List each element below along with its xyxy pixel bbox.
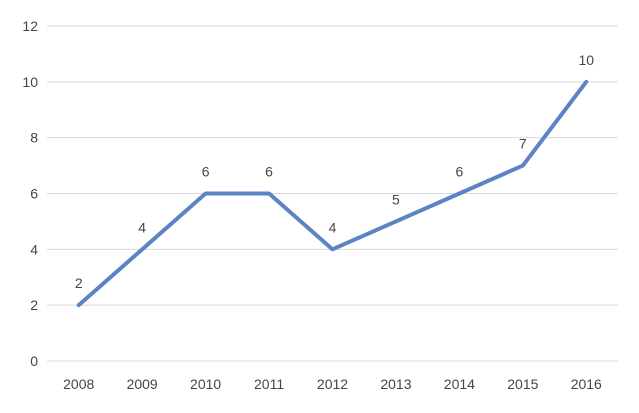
data-point-label: 5 [392,191,400,207]
x-axis-tick-label: 2012 [317,376,348,392]
y-axis-tick-label: 12 [22,18,38,34]
y-axis-tick-label: 0 [30,353,38,369]
x-axis-tick-label: 2014 [444,376,475,392]
x-axis-tick-label: 2015 [507,376,538,392]
data-point-label: 7 [519,136,527,152]
x-axis-tick-label: 2008 [63,376,94,392]
x-axis-tick-label: 2009 [127,376,158,392]
data-series-line [76,79,589,308]
x-axis-tick-label: 2011 [254,376,284,392]
x-axis-tick-label: 2013 [380,376,411,392]
data-point-label: 4 [329,219,337,235]
y-axis-tick-label: 10 [22,74,38,90]
x-axis-tick-label: 2016 [571,376,602,392]
y-axis-tick-label: 2 [30,297,38,313]
data-point-label: 4 [138,219,146,235]
y-axis-tick-label: 6 [30,186,38,202]
y-axis-tick-label: 4 [30,241,38,257]
x-axis-tick-label: 2010 [190,376,221,392]
data-point-label: 2 [75,275,83,291]
y-axis-tick-label: 8 [30,130,38,146]
data-point-label: 6 [265,164,273,180]
data-point-label: 6 [202,164,210,180]
data-point-label: 6 [455,164,463,180]
data-point-label: 10 [578,52,594,68]
